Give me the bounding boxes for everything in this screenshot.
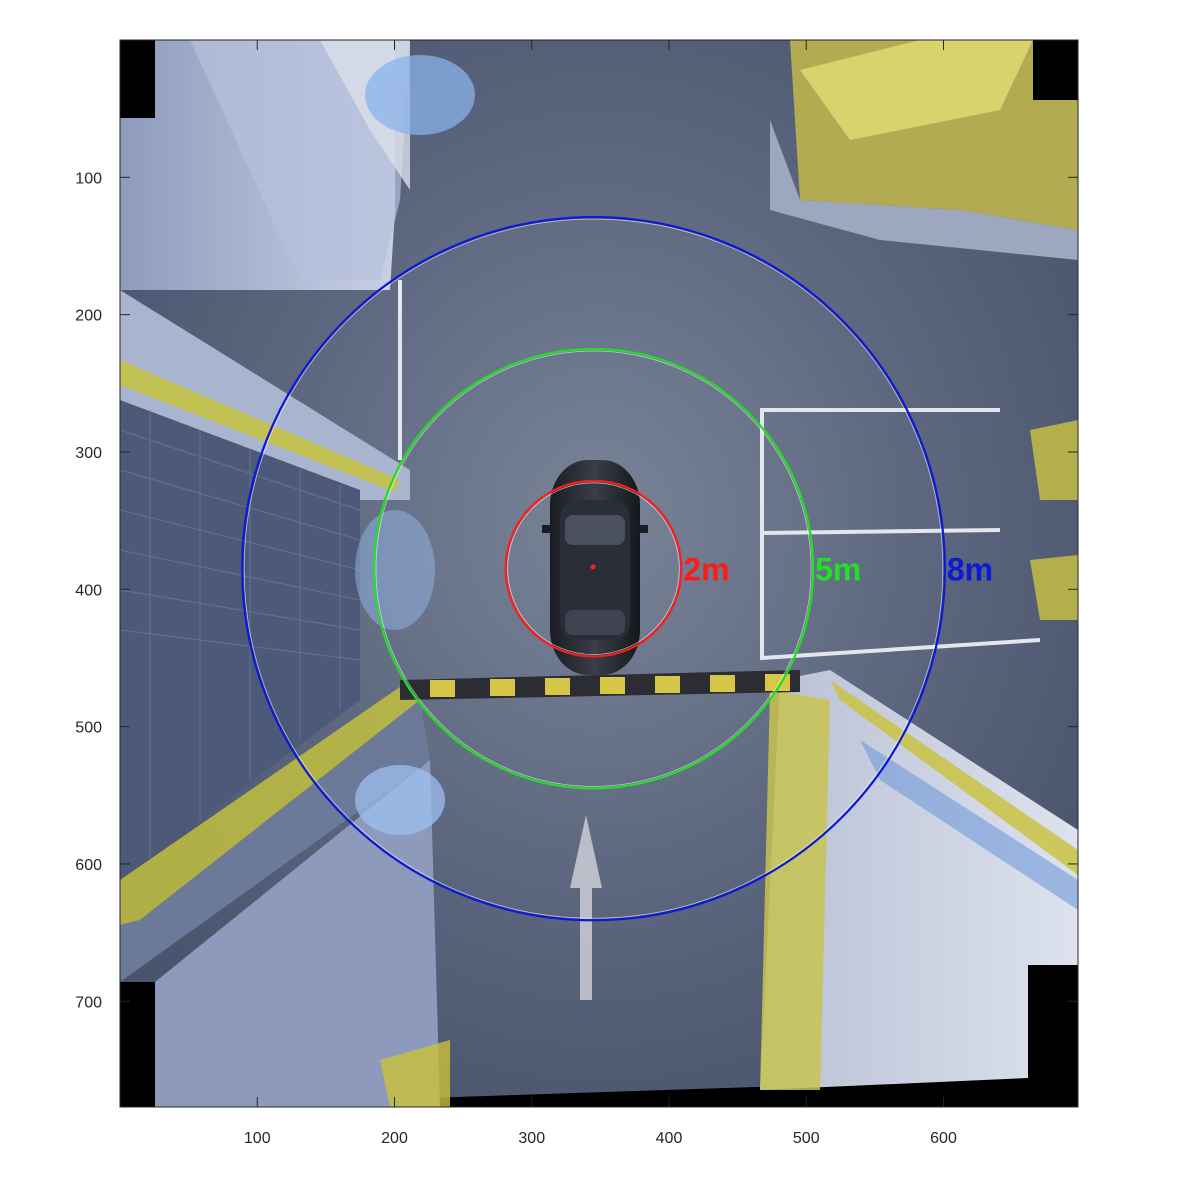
- range-ring-2m: [504, 479, 683, 658]
- right-lower-wall: [760, 670, 1078, 1090]
- range-ring-8m: [241, 216, 946, 922]
- range-ring-highlight: [375, 350, 812, 787]
- x-tick-label: 100: [244, 1130, 271, 1147]
- x-tick-label: 400: [656, 1130, 683, 1147]
- range-ring-highlight: [243, 218, 944, 919]
- y-tick-label: 200: [75, 308, 102, 325]
- vehicle: [542, 460, 648, 675]
- x-tick-label: 300: [518, 1130, 545, 1147]
- x-tick-label: 600: [930, 1130, 957, 1147]
- axes-box: [119, 39, 1079, 1108]
- range-rings: [241, 216, 946, 922]
- range-label-5m: 5m: [815, 552, 861, 588]
- y-tick-label: 300: [75, 445, 102, 462]
- range-label-8m: 8m: [947, 552, 993, 588]
- y-tick-label: 100: [75, 170, 102, 187]
- x-tick-label: 200: [381, 1130, 408, 1147]
- x-tick-label: 500: [793, 1130, 820, 1147]
- speed-bump: [400, 670, 800, 700]
- range-label-2m: 2m: [683, 552, 729, 588]
- parking-lines: [398, 280, 1041, 661]
- y-axis-ticks: 100 200 300 400 500 600 700: [75, 170, 1078, 1011]
- surround-view-image: [120, 40, 1078, 1107]
- y-tick-label: 400: [75, 582, 102, 599]
- x-axis-ticks: 100 200 300 400 500 600: [244, 40, 957, 1147]
- road-arrow: [570, 815, 602, 1000]
- range-ring-labels: 2m 5m 8m: [683, 552, 993, 588]
- y-tick-label: 500: [75, 720, 102, 737]
- range-ring-highlight: [507, 482, 680, 655]
- y-tick-label: 600: [75, 857, 102, 874]
- y-tick-label: 700: [75, 994, 102, 1011]
- range-ring-5m: [372, 347, 815, 790]
